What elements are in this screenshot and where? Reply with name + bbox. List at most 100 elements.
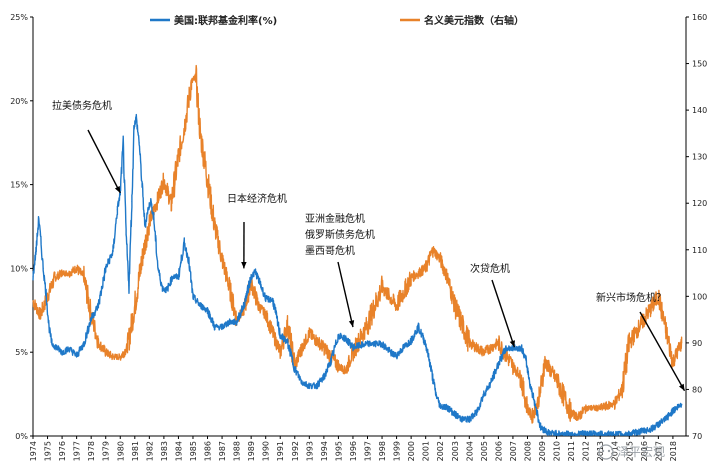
fed-funds-point: [657, 423, 659, 425]
fed-funds-point: [38, 217, 40, 219]
fed-funds-point: [672, 410, 674, 412]
x-tick-label: 1987: [218, 441, 227, 461]
x-tick-label: 2018: [669, 441, 678, 461]
dollar-index-point: [257, 305, 260, 307]
fed-funds-point: [133, 125, 135, 127]
fed-funds-point: [435, 393, 437, 395]
fed-funds-point: [68, 348, 70, 350]
legend-label: 美国:联邦基金利率(%): [174, 14, 277, 27]
fed-funds-point: [454, 413, 456, 415]
dollar-index-point: [410, 277, 412, 279]
fed-funds-point: [236, 321, 238, 323]
fed-funds-point: [381, 343, 383, 345]
fed-funds-point: [250, 276, 252, 278]
fed-funds-point: [45, 292, 47, 295]
dollar-index-point: [657, 295, 659, 297]
x-tick-label: 2005: [480, 441, 489, 461]
fed-funds-point: [395, 354, 398, 357]
dollar-index-point: [577, 416, 579, 418]
dollar-index-point: [555, 379, 558, 381]
fed-funds-point: [166, 289, 168, 291]
fed-funds-point: [128, 284, 130, 286]
dollar-index-point: [134, 305, 136, 307]
x-tick-label: 1986: [204, 441, 213, 461]
dollar-index-point: [170, 202, 172, 204]
dollar-index-point: [190, 81, 193, 83]
y-right-tick-label: 110: [692, 246, 707, 255]
fed-funds-point: [131, 200, 133, 202]
dollar-index-point: [156, 202, 158, 204]
x-tick-label: 1980: [116, 441, 125, 461]
fed-funds-point: [188, 259, 190, 261]
x-tick-label: 1983: [160, 441, 169, 461]
fed-funds-point: [366, 343, 369, 345]
dollar-index-point: [272, 332, 274, 335]
fed-funds-point: [279, 334, 281, 337]
fed-funds-point: [214, 326, 216, 328]
fed-funds-point: [265, 297, 267, 300]
fed-funds-point: [505, 348, 507, 350]
fed-funds-point: [539, 427, 542, 429]
x-tick-label: 1993: [305, 441, 314, 461]
fed-funds-point: [468, 418, 470, 420]
dollar-index-point: [236, 319, 238, 321]
dollar-index-point: [352, 351, 354, 353]
series-layer: [32, 64, 683, 436]
x-tick-label: 1999: [393, 441, 402, 461]
annotations: 拉美债务危机日本经济危机亚洲金融危机俄罗斯债务危机墨西哥危机次贷危机新兴市场危机…: [52, 99, 686, 392]
dollar-index-point: [105, 351, 107, 353]
dollar-index-point: [32, 300, 34, 302]
fed-funds-point: [183, 242, 185, 244]
legend: 美国:联邦基金利率(%) 名义美元指数（右轴）: [150, 14, 524, 27]
fed-funds-point: [39, 234, 41, 236]
x-tick-label: 1989: [247, 441, 256, 461]
x-tick-label: 1991: [276, 441, 285, 461]
fed-funds-point: [48, 326, 50, 328]
dollar-index-point: [519, 374, 521, 377]
y-left-tick-label: 25%: [10, 13, 28, 22]
fed-funds-point: [42, 267, 44, 269]
fed-funds-point: [461, 418, 463, 420]
fed-funds-point: [199, 304, 201, 306]
fed-funds-point: [534, 401, 536, 404]
dollar-index-point: [681, 342, 683, 344]
fed-funds-point: [243, 304, 245, 306]
dollar-index-point: [432, 249, 434, 251]
dollar-index-point: [323, 346, 325, 349]
x-tick-label: 2004: [465, 441, 474, 461]
fed-funds-point: [61, 351, 63, 353]
fed-funds-point: [410, 339, 412, 342]
dollar-index-point: [526, 407, 529, 409]
y-left-tick-label: 5%: [15, 348, 28, 357]
fed-funds-point: [105, 267, 107, 269]
dollar-index-point: [141, 258, 143, 260]
fed-funds-point: [112, 251, 114, 253]
fed-funds-point: [599, 433, 601, 435]
x-tick-label: 1976: [58, 441, 67, 461]
fed-funds-point: [150, 200, 152, 202]
fed-funds-point: [585, 432, 587, 435]
dollar-index-point: [214, 225, 216, 228]
fed-funds-point: [425, 343, 427, 345]
dollar-index-point: [195, 76, 197, 79]
dollar-index-point: [497, 342, 499, 344]
fed-funds-point: [497, 363, 499, 365]
fed-funds-point: [403, 346, 405, 348]
fed-funds-point: [286, 341, 289, 343]
dollar-index-point: [68, 272, 70, 274]
x-tick-label: 2014: [611, 441, 620, 461]
wechat-icon-eye-right: [607, 449, 611, 453]
dollar-index-point: [177, 156, 180, 158]
y-right-tick-label: 70: [692, 432, 702, 441]
x-tick-label: 2006: [494, 441, 503, 461]
fed-funds-point: [76, 354, 78, 357]
x-tick-label: 1978: [87, 441, 96, 461]
x-tick-label: 1981: [131, 441, 140, 461]
dollar-index-point: [265, 314, 267, 316]
annotation-arrow: [87, 129, 121, 194]
annotation-arrowhead: [678, 383, 685, 391]
fed-funds-point: [153, 217, 155, 219]
fed-funds-point: [665, 418, 667, 420]
fed-funds-point: [529, 385, 531, 387]
fed-funds-point: [337, 334, 340, 337]
